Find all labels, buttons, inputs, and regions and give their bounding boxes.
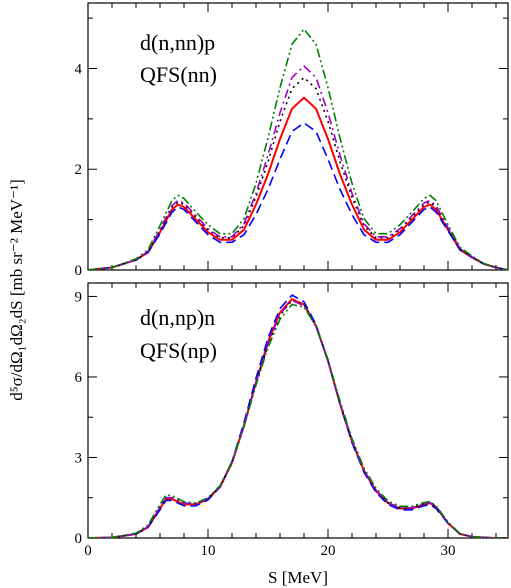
x-axis-title: S [MeV] [268, 568, 328, 587]
y-tick-label: 0 [75, 263, 83, 279]
series-line-dotted [88, 299, 508, 538]
series-line-dotted [88, 76, 508, 270]
series-line-solid [88, 96, 508, 270]
panel-annotation: QFS(np) [140, 338, 217, 363]
plot-frame [87, 2, 509, 271]
x-tick-label: 0 [84, 543, 92, 559]
y-tick-label: 0 [75, 531, 83, 547]
bottom-panel: 0 3 6 9 0 10 20 30 S [MeV] d(n,np)n QFS(np) [75, 282, 509, 587]
y-tick-label: 9 [75, 289, 83, 305]
y-tick-label: 2 [75, 162, 83, 178]
x-tick-label: 10 [201, 543, 216, 559]
y-axis-title: d⁵σ/dΩ₁dΩ₂dS [mb sr⁻² MeV⁻¹] [7, 179, 26, 401]
top-panel: 0 2 4 d(n,nn)p QFS(nn) [75, 2, 509, 279]
y-tick-label: 6 [75, 370, 83, 386]
series-line-solid [88, 298, 508, 538]
series-line-dashdot [88, 65, 508, 270]
panel-annotation: d(n,np)n [140, 305, 215, 330]
y-tick-label: 4 [75, 61, 83, 77]
series-line-dashdotdot [88, 28, 508, 270]
series-line-dashdotdot [88, 303, 508, 538]
plot-frame [87, 282, 509, 539]
y-tick-label: 3 [75, 450, 83, 466]
series-line-dashed [88, 294, 508, 538]
series-line-dashed [88, 122, 508, 270]
series-line-dashdot [88, 299, 508, 538]
panel-annotation: d(n,nn)p [140, 30, 215, 55]
x-tick-label: 30 [441, 543, 456, 559]
panel-annotation: QFS(nn) [140, 62, 217, 87]
x-tick-label: 20 [321, 543, 336, 559]
